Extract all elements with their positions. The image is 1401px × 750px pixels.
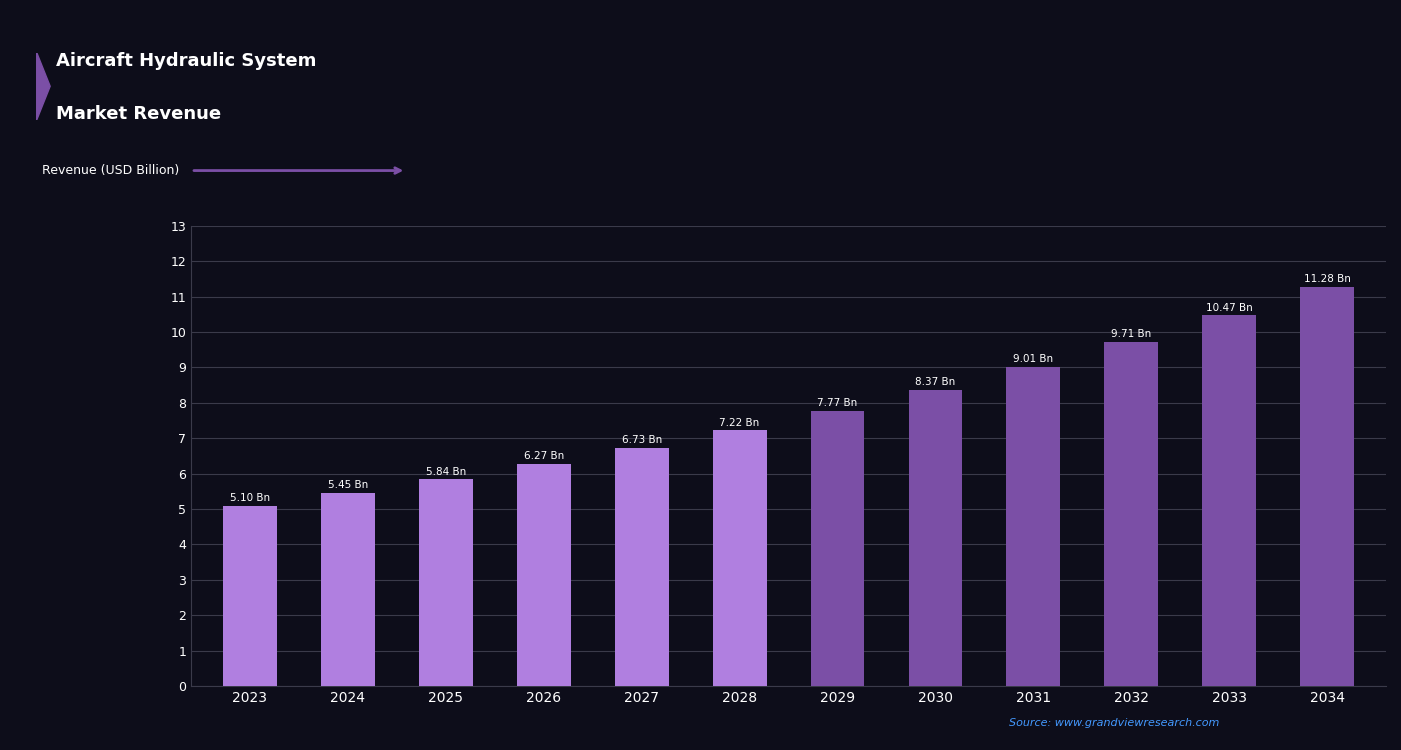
Bar: [713, 430, 766, 686]
Text: Source: www.grandviewresearch.com: Source: www.grandviewresearch.com: [1009, 718, 1219, 728]
Bar: [223, 506, 277, 686]
Text: 11.28 Bn: 11.28 Bn: [1304, 274, 1351, 284]
Text: 6.27 Bn: 6.27 Bn: [524, 452, 563, 461]
Polygon shape: [36, 53, 50, 120]
Bar: [1104, 342, 1159, 686]
Bar: [615, 448, 668, 686]
Bar: [908, 390, 962, 686]
Text: 5.84 Bn: 5.84 Bn: [426, 466, 467, 476]
Bar: [811, 411, 864, 686]
Bar: [419, 479, 472, 686]
Text: Aircraft Hydraulic System: Aircraft Hydraulic System: [56, 53, 317, 70]
Text: 9.01 Bn: 9.01 Bn: [1013, 354, 1054, 364]
Text: 7.22 Bn: 7.22 Bn: [720, 418, 759, 428]
Text: 7.77 Bn: 7.77 Bn: [817, 398, 857, 408]
Bar: [1300, 286, 1355, 686]
Text: 8.37 Bn: 8.37 Bn: [915, 377, 955, 387]
Bar: [1202, 316, 1257, 686]
Text: 6.73 Bn: 6.73 Bn: [622, 435, 661, 445]
Text: 5.45 Bn: 5.45 Bn: [328, 480, 368, 490]
Text: Revenue (USD Billion): Revenue (USD Billion): [42, 164, 179, 177]
Bar: [1006, 367, 1061, 686]
Bar: [321, 494, 374, 686]
Text: Market Revenue: Market Revenue: [56, 105, 221, 123]
Text: 5.10 Bn: 5.10 Bn: [230, 493, 270, 502]
Text: 10.47 Bn: 10.47 Bn: [1206, 302, 1252, 313]
Text: 9.71 Bn: 9.71 Bn: [1111, 329, 1152, 340]
Bar: [517, 464, 570, 686]
